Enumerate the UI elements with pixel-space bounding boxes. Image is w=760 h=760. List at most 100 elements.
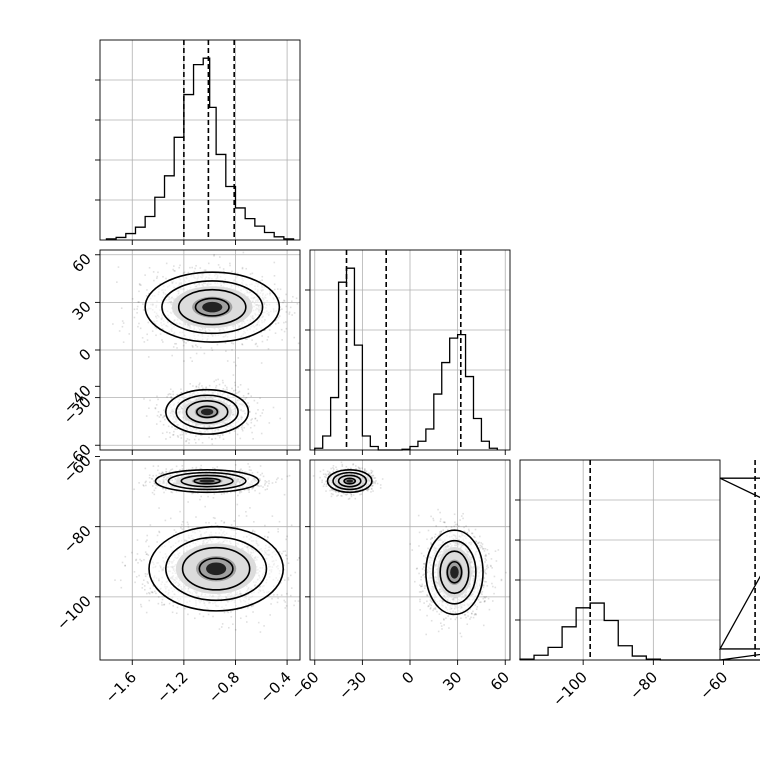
sample-point: [269, 325, 272, 327]
sample-point: [289, 594, 292, 597]
sample-point: [136, 553, 139, 555]
x-tick-label: −100: [549, 668, 591, 710]
sample-point: [249, 426, 252, 429]
sample-point: [159, 283, 162, 285]
sample-point: [252, 486, 255, 489]
sample-point: [276, 288, 279, 290]
sample-point: [267, 531, 270, 534]
sample-point: [285, 605, 288, 607]
sample-point: [275, 478, 278, 481]
sample-point: [277, 597, 279, 600]
sample-point: [194, 267, 196, 270]
panel-content: [112, 251, 312, 445]
sample-point: [180, 437, 183, 439]
sample-point: [156, 484, 159, 487]
sample-point: [230, 616, 233, 618]
sample-point: [165, 277, 167, 280]
sample-point: [179, 264, 181, 267]
sample-point: [217, 378, 219, 381]
sample-point: [247, 392, 250, 395]
sample-point: [244, 338, 247, 341]
sample-point: [168, 432, 171, 434]
sample-point: [122, 322, 125, 324]
sample-point: [212, 496, 215, 499]
sample-point: [220, 520, 223, 522]
sample-point: [252, 438, 254, 440]
sample-point: [239, 490, 241, 492]
sample-point: [260, 485, 262, 487]
sample-point: [198, 438, 200, 441]
sample-point: [249, 273, 252, 275]
sample-point: [156, 534, 159, 537]
sample-point: [284, 550, 287, 552]
sample-point: [230, 342, 233, 344]
sample-point: [212, 467, 214, 469]
sample-point: [283, 300, 286, 302]
sample-point: [237, 386, 239, 388]
sample-point: [283, 599, 286, 602]
sample-point: [189, 356, 192, 359]
sample-point: [150, 591, 153, 593]
sample-point: [262, 486, 264, 488]
sample-point: [154, 407, 157, 409]
sample-point: [248, 405, 250, 408]
sample-point: [282, 301, 284, 304]
sample-point: [133, 316, 136, 319]
sample-point: [205, 521, 207, 524]
sample-point: [221, 379, 224, 382]
sample-point: [164, 418, 166, 421]
sample-point: [219, 434, 221, 437]
contour-line: [165, 388, 250, 435]
sample-point: [186, 390, 188, 393]
sample-point: [225, 350, 227, 352]
sample-point: [203, 269, 206, 272]
sample-point: [256, 402, 259, 404]
sample-point: [138, 283, 141, 286]
sample-point: [221, 432, 224, 435]
sample-point: [222, 381, 224, 384]
sample-point: [187, 613, 189, 616]
sample-point: [167, 393, 169, 396]
sample-point: [250, 419, 252, 421]
sample-point: [201, 387, 204, 390]
sample-point: [234, 464, 237, 466]
sample-point: [258, 478, 261, 480]
sample-point: [146, 333, 148, 336]
sample-point: [226, 386, 228, 389]
histogram-panel-3: [515, 459, 760, 661]
sample-point: [180, 388, 182, 391]
sample-point: [259, 280, 261, 283]
sample-point: [143, 341, 146, 343]
sample-point: [155, 327, 158, 330]
sample-point: [232, 342, 235, 345]
sample-point: [195, 516, 197, 518]
sample-point: [149, 399, 151, 402]
sample-point: [187, 339, 189, 342]
sample-point: [152, 465, 155, 467]
sample-point: [211, 443, 214, 445]
sample-point: [164, 488, 167, 491]
sample-point: [156, 414, 159, 417]
sample-point: [195, 264, 197, 267]
sample-point: [148, 436, 151, 438]
sample-point: [145, 295, 148, 297]
sample-point: [310, 292, 312, 294]
sample-point: [179, 468, 181, 471]
sample-point: [202, 615, 205, 618]
sample-point: [259, 414, 262, 417]
sample-point: [201, 441, 204, 444]
sample-point: [229, 264, 231, 267]
sample-point: [175, 612, 178, 615]
sample-point: [173, 430, 175, 433]
sample-point: [198, 384, 200, 386]
sample-point: [293, 604, 295, 607]
sample-point: [294, 600, 297, 602]
sample-point: [226, 360, 229, 362]
sample-point: [279, 288, 282, 291]
sample-point: [272, 406, 275, 409]
sample-point: [136, 305, 139, 308]
sample-point: [199, 498, 201, 501]
sample-point: [284, 607, 287, 609]
sample-point: [114, 579, 116, 581]
